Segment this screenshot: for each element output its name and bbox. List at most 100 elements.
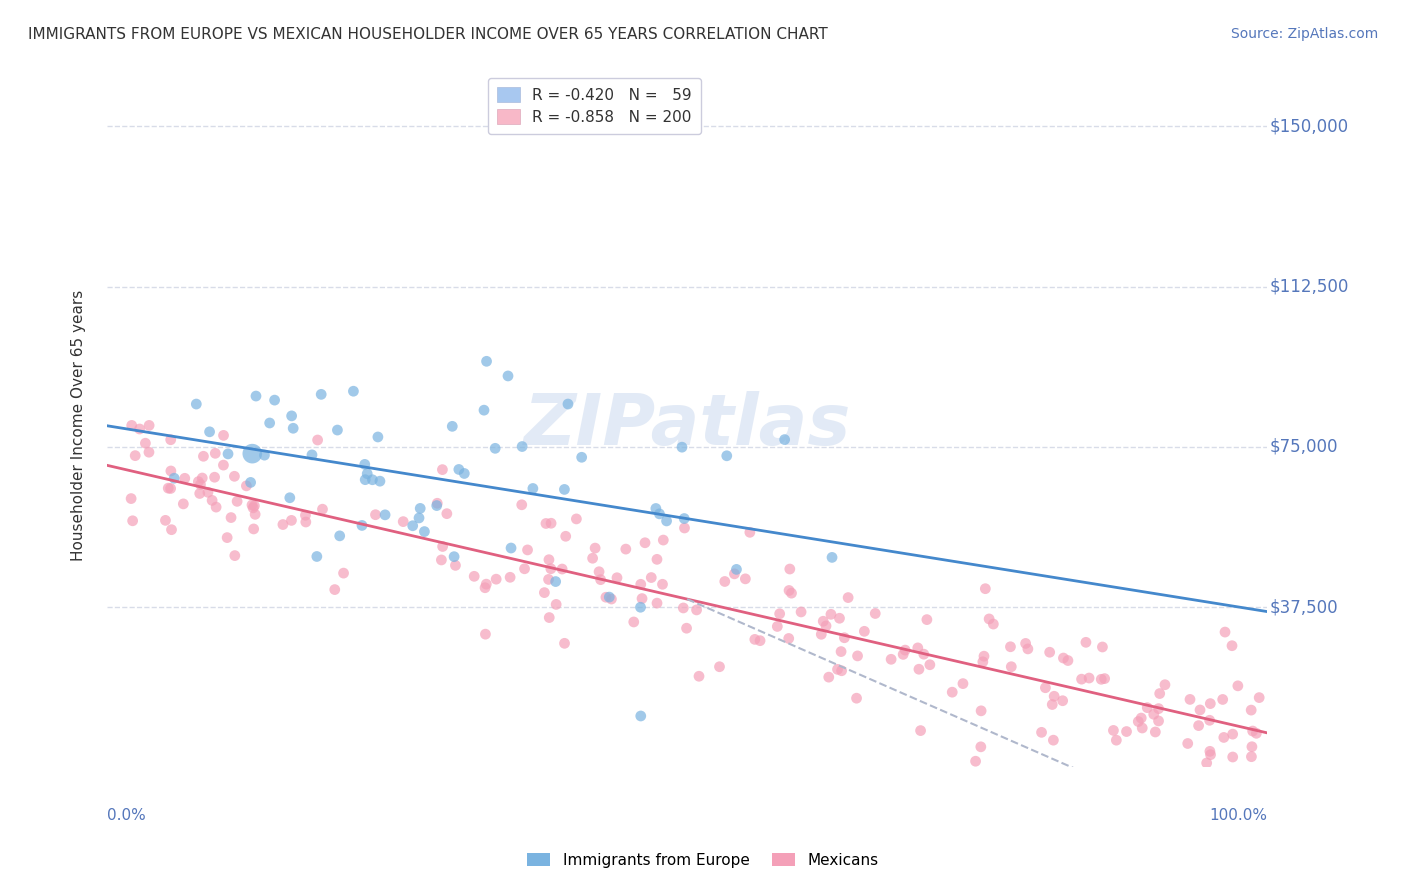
Point [837, 591, 859, 605]
Point [342, 384, 364, 399]
Point [217, 531, 239, 545]
Point [655, 514, 678, 528]
Point [441, 419, 464, 434]
Point [534, 516, 557, 531]
Point [374, 508, 396, 522]
Point [1199, 744, 1222, 758]
Point [1000, 640, 1022, 654]
Point [259, 416, 281, 430]
Point [912, 647, 935, 661]
Text: ZIPatlas: ZIPatlas [523, 391, 851, 460]
Point [744, 632, 766, 647]
Point [138, 445, 160, 459]
Point [1043, 690, 1066, 704]
Y-axis label: Householder Income Over 65 years: Householder Income Over 65 years [72, 290, 86, 561]
Point [443, 549, 465, 564]
Point [970, 704, 993, 718]
Point [263, 393, 285, 408]
Point [725, 562, 748, 576]
Point [409, 501, 432, 516]
Point [307, 433, 329, 447]
Point [242, 522, 264, 536]
Point [846, 648, 869, 663]
Point [557, 397, 579, 411]
Text: IMMIGRANTS FROM EUROPE VS MEXICAN HOUSEHOLDER INCOME OVER 65 YEARS CORRELATION C: IMMIGRANTS FROM EUROPE VS MEXICAN HOUSEH… [28, 27, 828, 42]
Point [240, 447, 263, 461]
Point [356, 467, 378, 481]
Point [908, 662, 931, 676]
Point [354, 473, 377, 487]
Point [546, 598, 568, 612]
Point [1105, 733, 1128, 747]
Point [1102, 723, 1125, 738]
Point [1094, 672, 1116, 686]
Point [1199, 697, 1222, 711]
Point [301, 448, 323, 462]
Point [413, 524, 436, 539]
Point [600, 592, 623, 607]
Point [533, 585, 555, 599]
Point [554, 529, 576, 543]
Point [688, 669, 710, 683]
Point [121, 514, 143, 528]
Point [510, 498, 533, 512]
Point [544, 574, 567, 589]
Point [219, 510, 242, 524]
Point [1052, 694, 1074, 708]
Point [447, 462, 470, 476]
Point [634, 535, 657, 549]
Point [187, 475, 209, 489]
Point [1040, 698, 1063, 712]
Point [640, 570, 662, 584]
Point [204, 470, 226, 484]
Point [810, 627, 832, 641]
Point [432, 462, 454, 476]
Point [907, 640, 929, 655]
Legend: Immigrants from Europe, Mexicans: Immigrants from Europe, Mexicans [520, 845, 886, 875]
Point [280, 513, 302, 527]
Point [918, 657, 941, 672]
Point [1035, 681, 1057, 695]
Point [173, 471, 195, 485]
Point [1149, 687, 1171, 701]
Point [644, 501, 666, 516]
Point [652, 533, 675, 547]
Point [138, 418, 160, 433]
Point [1147, 701, 1170, 715]
Point [245, 389, 267, 403]
Point [1078, 671, 1101, 685]
Point [1144, 725, 1167, 739]
Point [891, 648, 914, 662]
Point [367, 430, 389, 444]
Point [1000, 659, 1022, 673]
Point [1240, 739, 1263, 754]
Point [204, 446, 226, 460]
Point [571, 450, 593, 465]
Point [834, 631, 856, 645]
Point [243, 499, 266, 513]
Point [766, 619, 789, 633]
Point [235, 479, 257, 493]
Point [780, 586, 803, 600]
Point [364, 508, 387, 522]
Point [224, 469, 246, 483]
Point [965, 754, 987, 768]
Point [197, 485, 219, 500]
Point [522, 482, 544, 496]
Point [749, 633, 772, 648]
Point [212, 428, 235, 442]
Point [606, 571, 628, 585]
Point [1213, 625, 1236, 640]
Point [1220, 639, 1243, 653]
Point [551, 562, 574, 576]
Point [648, 507, 671, 521]
Point [1039, 645, 1062, 659]
Point [630, 600, 652, 615]
Point [368, 474, 391, 488]
Point [853, 624, 876, 639]
Text: $150,000: $150,000 [1270, 117, 1348, 136]
Point [408, 511, 430, 525]
Point [1136, 700, 1159, 714]
Point [631, 591, 654, 606]
Point [224, 549, 246, 563]
